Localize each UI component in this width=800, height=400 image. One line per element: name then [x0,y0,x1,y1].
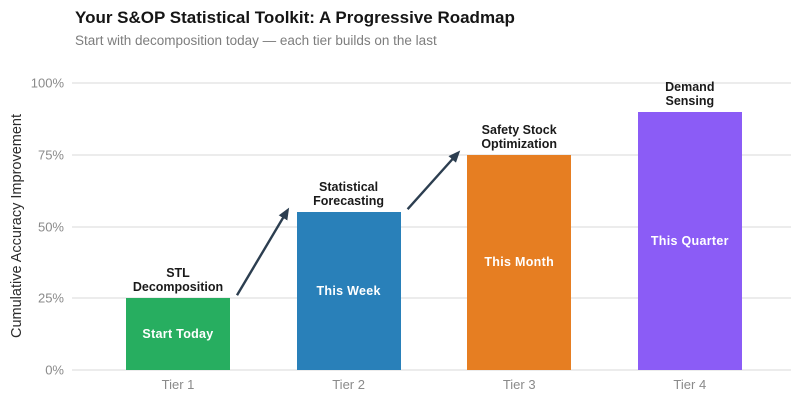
bar-annotation-line: Forecasting [313,194,385,209]
grid-line [72,369,791,371]
bar-annotation-line: Sensing [665,93,715,108]
y-tick-label: 0% [45,362,64,378]
bar-annotation: STL Decomposition [133,266,223,294]
bar-inner-label: This Quarter [650,233,729,248]
grid-line [72,82,791,84]
chart-subtitle: Start with decomposition today — each ti… [75,33,437,48]
bar-annotation: Demand Sensing [665,80,714,108]
y-tick-label: 25% [37,290,64,306]
progress-arrow-icon [235,207,290,296]
grid-line [72,297,791,300]
bar-annotation-line: Optimization [481,136,558,151]
x-tick-label: Tier 4 [673,377,707,392]
bar-annotation-line: Decomposition [132,280,224,295]
bar-inner-label: This Week [316,284,381,299]
bar-inner-label: This Month [484,255,555,270]
bar-tier-1 [126,298,230,370]
y-tick-label: 50% [37,219,64,234]
bar-tier-2 [296,212,401,370]
bar-tier-3 [467,154,572,370]
bar-annotation-line: Statistical [319,180,379,195]
y-tick-label: 100% [30,75,64,91]
progress-arrow-icon [406,150,461,210]
bar-annotation-line: Safety Stock [481,122,557,137]
x-tick-label: Tier 3 [502,377,536,392]
bar-annotation: Safety Stock Optimization [481,123,557,151]
chart-title: Your S&OP Statistical Toolkit: A Progres… [75,8,515,27]
bar-annotation-line: Demand [665,79,715,94]
bar-annotation: Statistical Forecasting [313,180,384,208]
bar-annotation-line: STL [166,266,190,281]
bar-inner-label: Start Today [142,327,214,342]
grid-line [72,225,791,228]
y-tick-label: 75% [37,147,64,163]
x-tick-label: Tier 1 [161,377,195,392]
x-tick-label: Tier 2 [332,377,365,392]
bar-tier-4 [637,111,742,370]
